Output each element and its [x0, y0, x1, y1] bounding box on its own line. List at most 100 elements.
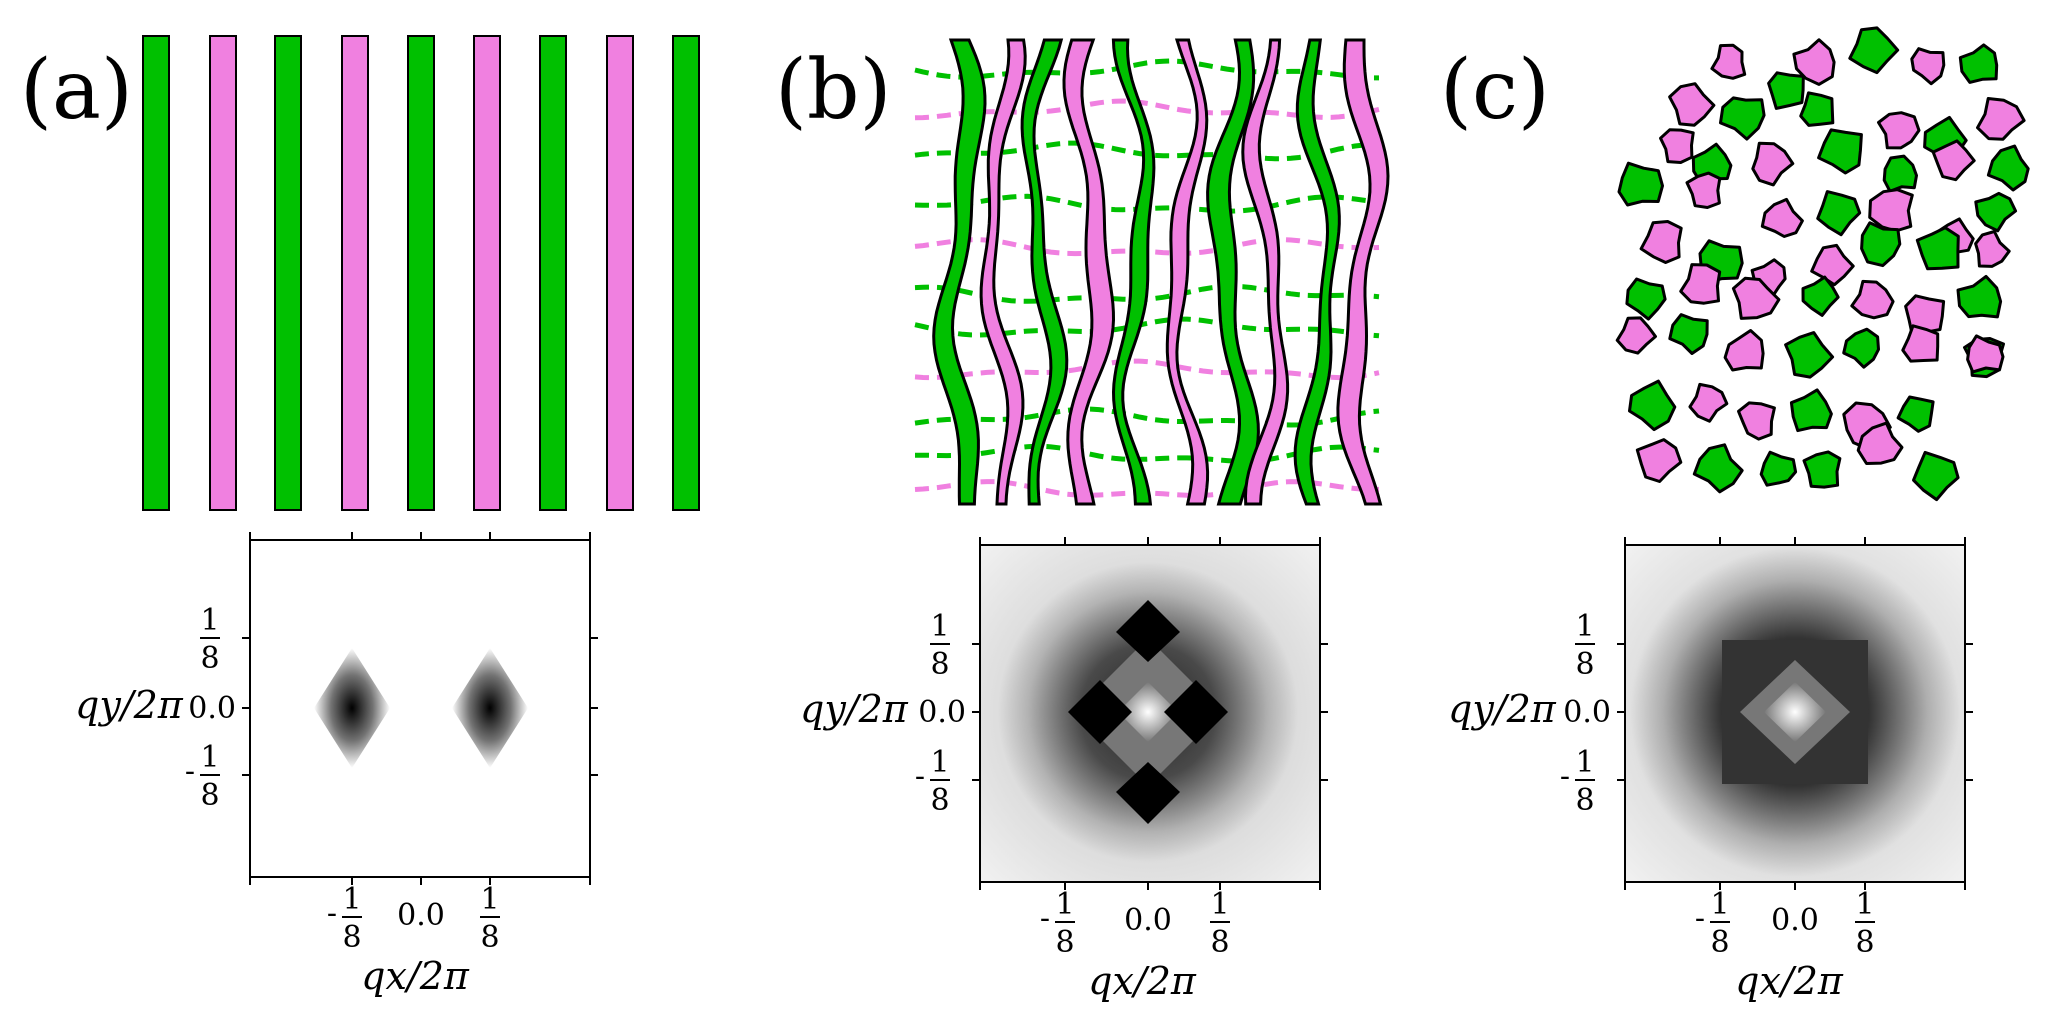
y-tick-label-pos: 18: [1575, 609, 1595, 682]
blob-green: [1692, 443, 1744, 494]
y-axis-label: qy/2π: [1448, 687, 1557, 731]
wavy-stripe-pink: [1062, 38, 1116, 506]
blob-pink: [1901, 324, 1940, 363]
wavy-stripe-pink: [1165, 38, 1210, 506]
svg-text:-: -: [327, 896, 337, 931]
blob-green: [1958, 43, 1999, 84]
blob-green: [1974, 191, 2018, 233]
svg-text:8: 8: [930, 647, 949, 682]
y-tick-label-neg: -18: [1560, 745, 1595, 818]
blob-green: [1799, 91, 1835, 127]
svg-text:8: 8: [200, 641, 219, 676]
panel-c-blobs: [1615, 26, 2030, 502]
x-axis-label: qx/2π: [1088, 959, 1197, 1003]
x-tick-label-pos: 18: [1210, 887, 1230, 960]
blob-green: [1719, 96, 1766, 141]
blob-green: [1896, 395, 1935, 433]
svg-text:8: 8: [1855, 925, 1874, 960]
blob-green: [1625, 277, 1667, 321]
y-tick-label-pos: 18: [200, 603, 220, 676]
blob-pink: [1635, 438, 1683, 483]
peak-right: [452, 648, 528, 768]
stripe-green: [539, 35, 567, 511]
blob-pink: [1877, 111, 1921, 150]
x-tick-label-zero: 0.0: [1124, 903, 1172, 938]
y-tick-label-zero: 0.0: [1563, 695, 1611, 730]
blob-pink: [1710, 43, 1747, 80]
svg-text:-: -: [185, 754, 195, 789]
blob-green: [1628, 379, 1677, 432]
blob-pink: [1904, 294, 1946, 336]
svg-text:1: 1: [1575, 609, 1594, 644]
blob-green: [1915, 226, 1960, 271]
blob-pink: [1679, 263, 1722, 305]
blob-pink: [1659, 128, 1695, 164]
blob-green: [1816, 190, 1862, 237]
svg-text:8: 8: [930, 783, 949, 818]
blob-green: [1759, 450, 1798, 487]
x-tick-label-neg: -18: [1695, 887, 1730, 960]
x-tick-label-zero: 0.0: [397, 898, 445, 933]
y-axis-label: qy/2π: [75, 683, 184, 727]
panel-c-structure-factor: [1624, 544, 1966, 883]
blob-green: [1912, 450, 1960, 502]
svg-text:8: 8: [1575, 783, 1594, 818]
stripe-green: [274, 35, 302, 511]
wavy-stripe-green: [1293, 38, 1341, 506]
blob-green: [1882, 154, 1918, 193]
blob-green: [1784, 331, 1835, 379]
svg-text:1: 1: [200, 603, 219, 638]
x-tick-label-zero: 0.0: [1771, 903, 1819, 938]
y-tick-label-neg: -18: [185, 740, 220, 813]
panel-b-wavy-stripes: [914, 38, 1390, 506]
dashed-line-green: [915, 443, 1380, 464]
x-tick-label-pos: 18: [1855, 887, 1875, 960]
wavy-stripe-pink: [979, 38, 1027, 506]
svg-text:8: 8: [1210, 925, 1229, 960]
blob-green: [1842, 327, 1880, 369]
x-tick-label-neg: -18: [327, 882, 362, 955]
panel-b-structure-factor: [979, 544, 1321, 883]
svg-text:8: 8: [1710, 925, 1729, 960]
x-axis-label: qx/2π: [1735, 959, 1844, 1003]
x-tick-label-neg: -18: [1040, 887, 1075, 960]
blob-pink: [1856, 421, 1904, 465]
blob-green: [1956, 274, 2003, 319]
svg-text:1: 1: [342, 882, 361, 917]
panel-label-b: (b): [775, 43, 891, 138]
y-tick-label-neg: -18: [915, 745, 950, 818]
peak-top: [1116, 600, 1180, 662]
stripe-green: [142, 35, 170, 511]
y-tick-label-pos: 18: [930, 609, 950, 682]
x-axis-label: qx/2π: [361, 954, 470, 998]
wavy-stripe-green: [1111, 38, 1156, 506]
svg-text:-: -: [1695, 901, 1705, 936]
blob-green: [1767, 71, 1805, 110]
panel-label-c: (c): [1440, 43, 1550, 138]
blob-pink: [1850, 279, 1895, 320]
blob-green: [1789, 388, 1833, 433]
svg-text:1: 1: [200, 740, 219, 775]
blob-green: [1817, 128, 1863, 175]
svg-text:8: 8: [1055, 925, 1074, 960]
blob-pink: [1615, 316, 1657, 355]
dashed-line-pink: [914, 358, 1380, 381]
svg-text:8: 8: [200, 778, 219, 813]
blob-pink: [1974, 230, 2011, 268]
blob-pink: [1931, 139, 1976, 182]
peak-bottom: [1116, 762, 1180, 824]
svg-text:8: 8: [342, 920, 361, 955]
peak-left: [1068, 680, 1132, 744]
y-tick-label-zero: 0.0: [918, 695, 966, 730]
svg-text:-: -: [915, 759, 925, 794]
blob-green: [1617, 161, 1664, 207]
blob-pink: [1731, 276, 1781, 320]
panel-label-a: (a): [20, 43, 133, 138]
y-axis-label: qy/2π: [800, 687, 909, 731]
blob-pink: [1810, 243, 1855, 287]
wavy-stripe-green: [932, 38, 987, 506]
svg-text:1: 1: [1855, 887, 1874, 922]
plot-frame: [979, 544, 1321, 883]
